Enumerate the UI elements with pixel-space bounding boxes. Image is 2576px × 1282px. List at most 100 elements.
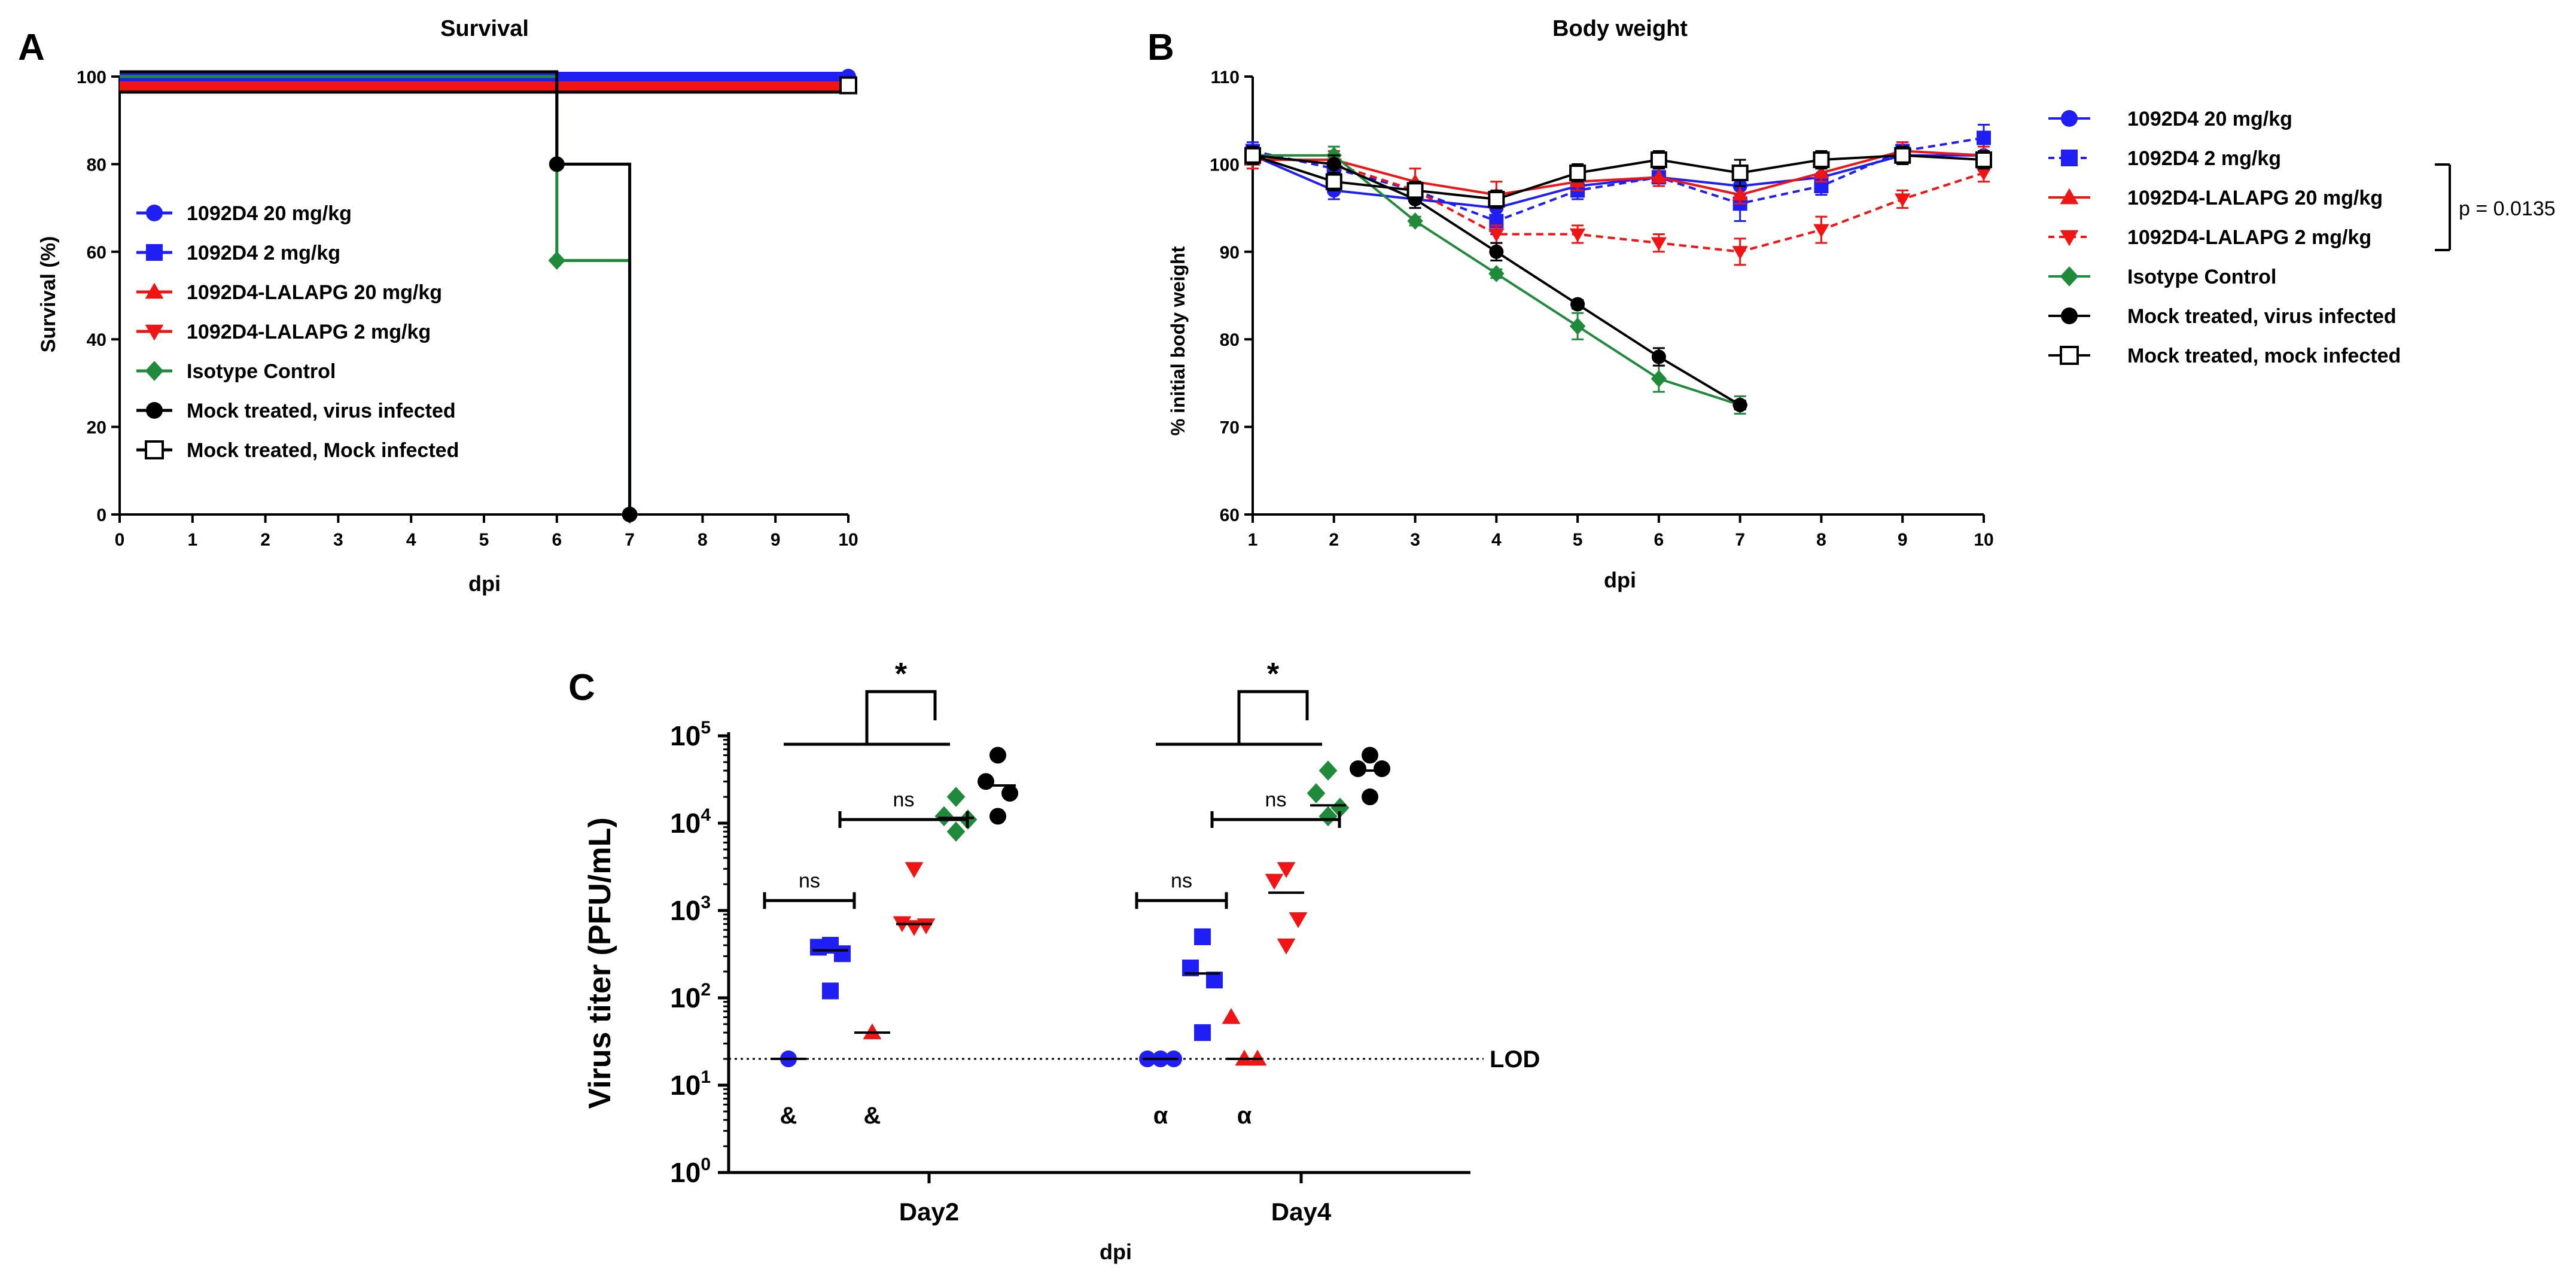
panel-letter-b: B [1147, 27, 1174, 68]
bw-marker-1092d4-lalapg-2-mg-kg [1895, 193, 1911, 208]
titer-category-label: Day4 [1271, 1198, 1332, 1226]
bw-legend-marker-isotype-control [2060, 266, 2079, 287]
bw-marker-1092d4-lalapg-2-mg-kg [1651, 237, 1667, 251]
bw-y-tick-label: 60 [1220, 506, 1240, 525]
bw-x-tick-label: 9 [1898, 530, 1908, 550]
p-value-label: p = 0.0135 [2459, 197, 2556, 220]
survival-legend: 1092D4 20 mg/kg 1092D4 2 mg/kg 1092D4-LALA… [136, 202, 459, 462]
titer-point-day2-triangle-down [905, 862, 924, 878]
bw-marker-1092d4-lalapg-2-mg-kg [1488, 228, 1505, 242]
bw-y-tick-label: 100 [1210, 155, 1240, 175]
bw-marker-isotype-control [1488, 265, 1505, 282]
body-weight-ylabel: % initial body weight [1167, 246, 1189, 436]
bw-marker-1092d4-lalapg-2-mg-kg [1975, 167, 1992, 181]
titer-y-tick-label: 100 [670, 1155, 711, 1188]
bw-marker-mock-treated-mock-infected [1975, 151, 1992, 169]
titer-point-day2-triangle-up [863, 1023, 882, 1040]
bw-marker-mock-treated-mock-infected [1731, 165, 1749, 182]
ns-label: ns [893, 788, 915, 811]
bw-marker-1092d4-lalapg-2-mg-kg [1813, 224, 1829, 238]
survival-x-tick-label: 1 [187, 530, 197, 550]
survival-y-tick-label: 80 [87, 155, 106, 175]
sig-label: * [1267, 657, 1280, 692]
bw-line-1092d4-2-mg-kg [1252, 136, 1984, 223]
bw-marker-mock-treated-virus-infected [1489, 244, 1504, 259]
survival-y-tick-label: 40 [87, 330, 106, 350]
survival-legend-marker-1092d4-2-mg-kg [146, 244, 163, 261]
titer-point-day2-circle [978, 773, 994, 790]
survival-marker-isotype-control [548, 251, 566, 270]
sig-label: * [895, 657, 908, 692]
bw-line-mock-treated-mock-infected [1252, 154, 1984, 200]
titer-y-tick-label: 103 [670, 893, 711, 926]
survival-legend-label: Mock treated, virus infected [187, 400, 456, 422]
bw-marker-mock-treated-virus-infected [1732, 398, 1747, 412]
titer-point-day4-triangle-down [1277, 862, 1296, 878]
survival-ylabel: Survival (%) [37, 236, 60, 353]
panel-letter-a: A [18, 27, 45, 68]
bw-legend-label: Mock treated, virus infected [2127, 305, 2397, 328]
bw-line-1092d4-lalapg-2-mg-kg [1252, 154, 1984, 253]
survival-y-tick-label: 100 [77, 68, 106, 87]
bw-marker-1092d4-lalapg-2-mg-kg [1732, 246, 1748, 260]
bw-marker-mock-treated-mock-infected [1569, 165, 1587, 182]
bw-marker-1092d4-lalapg-2-mg-kg [1569, 228, 1586, 242]
bw-x-tick-label: 6 [1654, 530, 1664, 550]
survival-legend-marker-mock-treated-mock-infected [145, 440, 164, 459]
sig-bracket [865, 690, 937, 745]
titer-point-day4-triangle-down [1265, 873, 1284, 890]
survival-y-tick-label: 0 [96, 506, 106, 525]
survival-x-tick-label: 7 [625, 530, 635, 550]
lod-label: LOD [1490, 1046, 1540, 1073]
survival-y-tick-label: 60 [87, 243, 106, 263]
titer-point-day2-circle [989, 747, 1006, 764]
bw-x-tick-label: 7 [1735, 530, 1745, 550]
titer-point-day2-diamond [934, 806, 954, 827]
bw-line-1092d4-20-mg-kg [1252, 154, 1984, 209]
ns-label: ns [799, 869, 820, 892]
bw-legend-marker-1092d4-20-mg-kg [2061, 110, 2078, 127]
bw-marker-1092d4-lalapg-20-mg-kg [1651, 169, 1667, 183]
survival-legend-label: 1092D4 20 mg/kg [187, 202, 352, 225]
sig-bracket [1237, 690, 1309, 745]
survival-legend-label: 1092D4 2 mg/kg [187, 242, 340, 264]
bw-marker-mock-treated-mock-infected [1813, 151, 1830, 169]
bw-marker-1092d4-2-mg-kg [1977, 130, 1991, 145]
titer-point-day4-triangle-down [1289, 912, 1308, 928]
titer-point-day2-circle [989, 808, 1006, 825]
virus-titer-plot-area: 100 101 102 103 104 105 Day2 Day4 LOD & & α α ns ns ns n… [670, 657, 1540, 1226]
survival-marker-mock-treated-virus-infected [622, 507, 638, 522]
bw-x-tick-label: 8 [1816, 530, 1826, 550]
panel-letter-c: C [568, 667, 595, 708]
bw-x-tick-label: 10 [1974, 530, 1993, 550]
titer-point-day2-circle [1001, 785, 1018, 802]
survival-xlabel: dpi [468, 571, 501, 596]
bw-x-tick-label: 1 [1248, 530, 1258, 550]
titer-category-label: Day2 [899, 1198, 959, 1226]
bw-marker-mock-treated-mock-infected [1650, 151, 1667, 169]
titer-point-day4-diamond [1307, 783, 1326, 803]
titer-y-tick-label: 104 [670, 805, 711, 839]
titer-y-tick-label: 101 [670, 1067, 711, 1101]
survival-legend-marker-mock-treated-virus-infected [146, 402, 163, 419]
titer-point-day4-circle [1350, 760, 1366, 778]
bw-x-tick-label: 5 [1573, 530, 1583, 550]
titer-point-day4-circle [1374, 760, 1390, 778]
titer-point-day4-diamond [1319, 760, 1338, 781]
survival-legend-label: 1092D4-LALAPG 2 mg/kg [187, 321, 431, 343]
bw-line-1092d4-lalapg-20-mg-kg [1253, 150, 1984, 196]
body-weight-title: Body weight [1552, 16, 1688, 41]
virus-titer-panel: C 100 101 102 103 104 105 Day2 Day4 LOD & & α α ns ns n… [568, 657, 1540, 1264]
titer-annotation-symbol: & [864, 1103, 881, 1129]
survival-legend-marker-1092d4-lalapg-2-mg-kg [145, 324, 164, 341]
body-weight-plot-area: 1 2 3 4 5 6 7 8 9 10 60 70 80 90 100 110 [1210, 68, 1994, 550]
bw-marker-1092d4-lalapg-20-mg-kg [1813, 165, 1829, 179]
survival-title: Survival [440, 16, 529, 41]
survival-x-tick-label: 5 [479, 530, 489, 550]
titer-point-day4-triangle-up [1248, 1049, 1267, 1066]
titer-point-day4-triangle-down [1277, 938, 1296, 955]
body-weight-panel: B Body weight 1 2 3 4 5 6 7 8 9 1060708090100110 … [1147, 16, 2556, 592]
titer-point-day2-diamond [946, 821, 966, 842]
